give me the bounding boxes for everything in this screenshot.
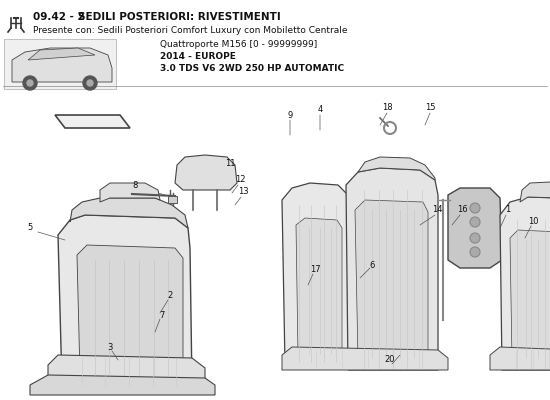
Polygon shape <box>282 347 448 370</box>
Text: 14: 14 <box>432 206 442 214</box>
Circle shape <box>87 80 93 86</box>
Text: 09.42 - 2: 09.42 - 2 <box>33 12 89 22</box>
Circle shape <box>470 217 480 227</box>
Polygon shape <box>100 183 160 202</box>
Polygon shape <box>175 155 237 190</box>
Polygon shape <box>358 157 435 180</box>
Polygon shape <box>70 198 188 228</box>
Text: SEDILI POSTERIORI: RIVESTIMENTI: SEDILI POSTERIORI: RIVESTIMENTI <box>78 12 280 22</box>
Text: 4: 4 <box>317 106 323 114</box>
Text: 15: 15 <box>425 104 435 112</box>
Text: 12: 12 <box>235 176 245 184</box>
Circle shape <box>27 80 33 86</box>
Polygon shape <box>28 48 95 60</box>
Polygon shape <box>355 200 428 360</box>
FancyBboxPatch shape <box>4 39 116 89</box>
Text: 10: 10 <box>528 218 538 226</box>
Circle shape <box>470 233 480 243</box>
Polygon shape <box>55 115 130 128</box>
Polygon shape <box>58 215 192 385</box>
Text: 6: 6 <box>369 260 375 270</box>
Polygon shape <box>490 347 550 370</box>
Polygon shape <box>30 375 215 395</box>
Text: 8: 8 <box>133 180 138 190</box>
Polygon shape <box>12 48 112 82</box>
Circle shape <box>83 76 97 90</box>
Text: 17: 17 <box>310 266 320 274</box>
Circle shape <box>470 247 480 257</box>
Text: 11: 11 <box>225 158 235 168</box>
Polygon shape <box>77 245 183 375</box>
Text: 1: 1 <box>505 206 510 214</box>
Polygon shape <box>282 183 350 365</box>
Text: 3.0 TDS V6 2WD 250 HP AUTOMATIC: 3.0 TDS V6 2WD 250 HP AUTOMATIC <box>160 64 344 73</box>
Text: 16: 16 <box>456 206 468 214</box>
Text: Presente con: Sedili Posteriori Comfort Luxury con Mobiletto Centrale: Presente con: Sedili Posteriori Comfort … <box>33 26 348 35</box>
Text: Quattroporte M156 [0 - 99999999]: Quattroporte M156 [0 - 99999999] <box>160 40 317 49</box>
Polygon shape <box>520 182 550 202</box>
Text: 2014 - EUROPE: 2014 - EUROPE <box>160 52 236 61</box>
Text: 18: 18 <box>382 104 392 112</box>
Polygon shape <box>510 230 550 360</box>
Text: 5: 5 <box>28 224 32 232</box>
Text: 7: 7 <box>160 310 164 320</box>
Polygon shape <box>296 218 342 355</box>
Polygon shape <box>48 355 205 385</box>
Text: 2: 2 <box>167 290 173 300</box>
Text: 3: 3 <box>107 344 113 352</box>
FancyBboxPatch shape <box>168 196 177 202</box>
Polygon shape <box>500 197 550 370</box>
Circle shape <box>470 203 480 213</box>
Text: 13: 13 <box>238 188 248 196</box>
Text: 9: 9 <box>287 110 293 120</box>
Polygon shape <box>346 168 438 370</box>
Circle shape <box>23 76 37 90</box>
Text: 20: 20 <box>385 356 395 364</box>
Polygon shape <box>448 188 502 268</box>
